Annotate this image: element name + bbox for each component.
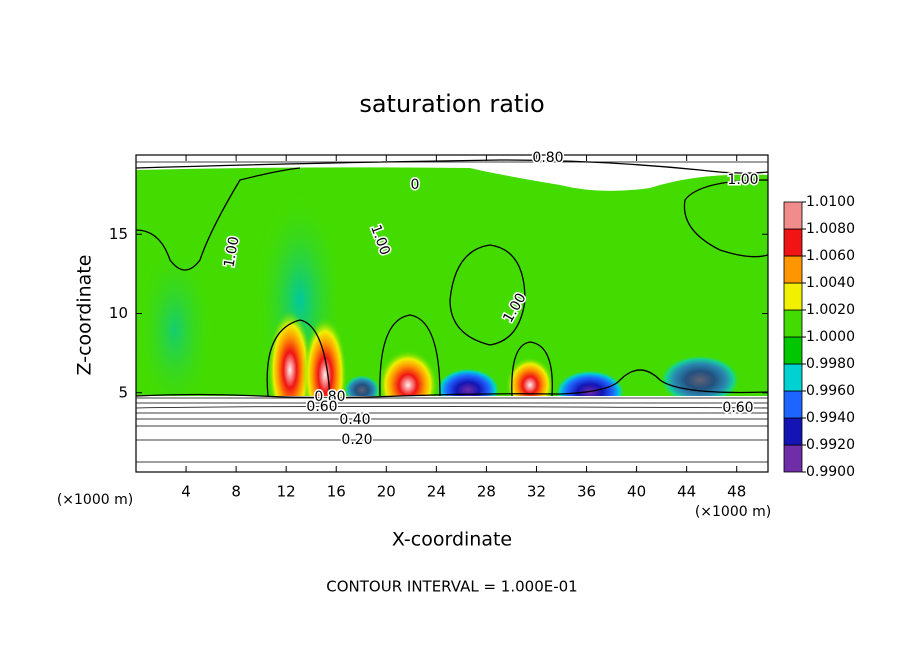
x-tick-label: 24 bbox=[427, 483, 446, 501]
colorbar-tick-label: 0.9900 bbox=[806, 464, 855, 480]
x-tick-label: 8 bbox=[231, 483, 241, 501]
field bbox=[136, 155, 768, 472]
colorbar-tick-label: 1.0080 bbox=[806, 221, 855, 237]
x-tick-label: 20 bbox=[377, 483, 396, 501]
chart-title: saturation ratio bbox=[359, 90, 544, 118]
x-tick-label: 48 bbox=[727, 483, 746, 501]
contour-label: 0.40 bbox=[339, 412, 370, 428]
unit-label: (×1000 m) bbox=[695, 504, 771, 520]
contour-label: 0 bbox=[411, 177, 420, 193]
colorbar-tick-label: 0.9940 bbox=[806, 410, 855, 426]
x-tick-label: 28 bbox=[477, 483, 496, 501]
colorbar-tick-label: 1.0060 bbox=[806, 248, 855, 264]
colorbar-band bbox=[783, 282, 803, 311]
y-tick-label: 10 bbox=[109, 304, 128, 322]
contour-label: 0.20 bbox=[341, 432, 372, 448]
colorbar-band bbox=[783, 363, 803, 392]
y-tick-label: 5 bbox=[118, 383, 128, 401]
contour-label: 0.60 bbox=[306, 399, 337, 415]
colorbar-tick-label: 0.9960 bbox=[806, 383, 855, 399]
colorbar-band bbox=[783, 309, 803, 338]
colorbar-band bbox=[783, 255, 803, 284]
contour-label: 1.00 bbox=[727, 172, 758, 188]
x-tick-label: 44 bbox=[677, 483, 696, 501]
x-tick-label: 16 bbox=[327, 483, 346, 501]
y-axis-label: Z-coordinate bbox=[74, 255, 96, 376]
x-axis-label: X-coordinate bbox=[392, 529, 512, 551]
contour-label: 0.60 bbox=[722, 400, 753, 416]
x-tick-label: 32 bbox=[527, 483, 546, 501]
colorbar-tick-label: 1.0100 bbox=[806, 194, 855, 210]
colorbar-tick-label: 1.0020 bbox=[806, 302, 855, 318]
colorbar-band bbox=[783, 417, 803, 446]
x-tick-label: 36 bbox=[577, 483, 596, 501]
unit-label: (×1000 m) bbox=[57, 492, 133, 508]
colorbar-band bbox=[783, 201, 803, 230]
colorbar-band bbox=[783, 444, 803, 473]
x-tick-label: 12 bbox=[277, 483, 296, 501]
contour-label: 0.80 bbox=[532, 150, 563, 166]
colorbar-band bbox=[783, 390, 803, 419]
colorbar: 0.9900 0.9920 0.9940 0.9960 0.9980 1.0000 1.00… bbox=[783, 194, 855, 480]
colorbar-band bbox=[783, 228, 803, 257]
x-tick-label: 4 bbox=[181, 483, 191, 501]
colorbar-band bbox=[783, 336, 803, 365]
x-tick-label: 40 bbox=[627, 483, 646, 501]
colorbar-tick-label: 0.9980 bbox=[806, 356, 855, 372]
colorbar-tick-label: 1.0040 bbox=[806, 275, 855, 291]
y-tick-label: 15 bbox=[109, 225, 128, 243]
colorbar-tick-label: 0.9920 bbox=[806, 437, 855, 453]
contour-label: 0.80 bbox=[314, 389, 345, 405]
contour-note: CONTOUR INTERVAL = 1.000E-01 bbox=[326, 578, 577, 596]
colorbar-tick-label: 1.0000 bbox=[806, 329, 855, 345]
